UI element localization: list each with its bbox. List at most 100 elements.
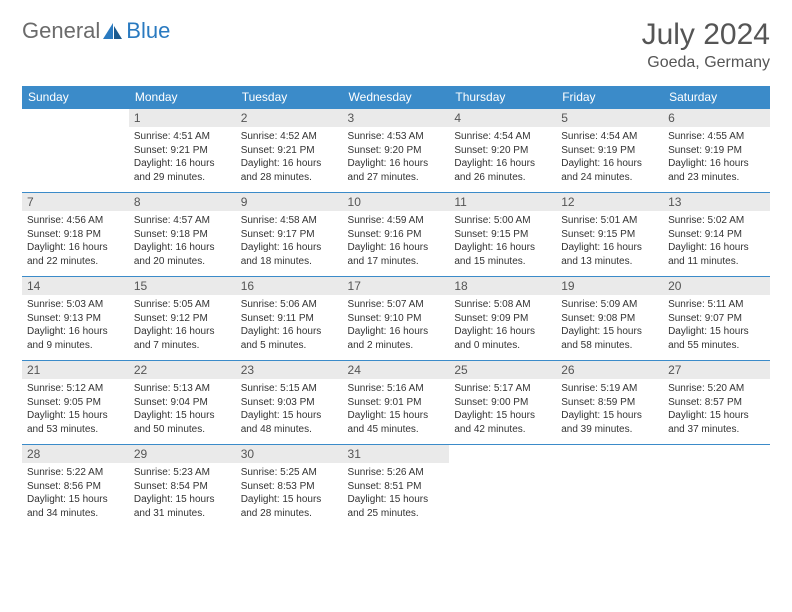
day-info-line: Sunset: 9:16 PM	[348, 228, 445, 242]
day-info: Sunrise: 5:11 AMSunset: 9:07 PMDaylight:…	[668, 298, 765, 352]
day-info-line: Daylight: 15 hours	[27, 493, 124, 507]
day-number: 2	[236, 109, 343, 127]
day-info-line: Sunrise: 4:51 AM	[134, 130, 231, 144]
day-number: 18	[449, 277, 556, 295]
location: Goeda, Germany	[642, 54, 770, 72]
day-number: 5	[556, 109, 663, 127]
calendar-day-cell	[449, 445, 556, 529]
day-info-line: and 7 minutes.	[134, 339, 231, 353]
day-info-line: Sunrise: 5:13 AM	[134, 382, 231, 396]
day-number: 31	[343, 445, 450, 463]
day-info-line: Sunset: 8:51 PM	[348, 480, 445, 494]
day-info: Sunrise: 5:20 AMSunset: 8:57 PMDaylight:…	[668, 382, 765, 436]
calendar-day-cell: 19Sunrise: 5:09 AMSunset: 9:08 PMDayligh…	[556, 277, 663, 361]
day-number: 26	[556, 361, 663, 379]
day-number: 23	[236, 361, 343, 379]
day-number: 22	[129, 361, 236, 379]
day-info-line: Sunset: 9:21 PM	[134, 144, 231, 158]
day-info-line: Sunset: 9:19 PM	[561, 144, 658, 158]
calendar-day-cell	[663, 445, 770, 529]
calendar-day-cell: 14Sunrise: 5:03 AMSunset: 9:13 PMDayligh…	[22, 277, 129, 361]
day-info-line: Sunset: 9:18 PM	[27, 228, 124, 242]
day-info-line: Sunset: 9:11 PM	[241, 312, 338, 326]
day-info-line: Sunrise: 4:55 AM	[668, 130, 765, 144]
day-number: 21	[22, 361, 129, 379]
day-info-line: Daylight: 15 hours	[454, 409, 551, 423]
day-info-line: Daylight: 16 hours	[241, 325, 338, 339]
day-info-line: Daylight: 16 hours	[27, 241, 124, 255]
day-info-line: Sunset: 9:20 PM	[348, 144, 445, 158]
day-info-line: Sunrise: 5:07 AM	[348, 298, 445, 312]
calendar-page: General Blue July 2024 Goeda, Germany Su…	[0, 0, 792, 546]
day-info-line: Sunset: 9:00 PM	[454, 396, 551, 410]
day-number: 30	[236, 445, 343, 463]
calendar-table: Sunday Monday Tuesday Wednesday Thursday…	[22, 86, 770, 528]
calendar-day-cell	[556, 445, 663, 529]
day-info-line: Daylight: 15 hours	[561, 325, 658, 339]
day-info: Sunrise: 4:57 AMSunset: 9:18 PMDaylight:…	[134, 214, 231, 268]
day-info-line: Daylight: 15 hours	[668, 409, 765, 423]
day-info-line: Sunset: 8:53 PM	[241, 480, 338, 494]
day-number: 19	[556, 277, 663, 295]
day-info: Sunrise: 5:05 AMSunset: 9:12 PMDaylight:…	[134, 298, 231, 352]
day-info-line: and 27 minutes.	[348, 171, 445, 185]
weekday-header: Friday	[556, 86, 663, 109]
day-info: Sunrise: 5:02 AMSunset: 9:14 PMDaylight:…	[668, 214, 765, 268]
weekday-header: Wednesday	[343, 86, 450, 109]
calendar-day-cell: 10Sunrise: 4:59 AMSunset: 9:16 PMDayligh…	[343, 193, 450, 277]
day-info-line: Sunrise: 4:57 AM	[134, 214, 231, 228]
day-info-line: Daylight: 16 hours	[348, 325, 445, 339]
calendar-day-cell: 25Sunrise: 5:17 AMSunset: 9:00 PMDayligh…	[449, 361, 556, 445]
calendar-day-cell: 2Sunrise: 4:52 AMSunset: 9:21 PMDaylight…	[236, 109, 343, 193]
day-info-line: Daylight: 16 hours	[348, 157, 445, 171]
day-info-line: and 58 minutes.	[561, 339, 658, 353]
day-info: Sunrise: 5:01 AMSunset: 9:15 PMDaylight:…	[561, 214, 658, 268]
day-info-line: Sunrise: 4:54 AM	[454, 130, 551, 144]
day-info-line: and 5 minutes.	[241, 339, 338, 353]
day-info-line: Daylight: 15 hours	[27, 409, 124, 423]
calendar-day-cell: 8Sunrise: 4:57 AMSunset: 9:18 PMDaylight…	[129, 193, 236, 277]
day-info-line: and 2 minutes.	[348, 339, 445, 353]
day-info-line: Sunrise: 5:25 AM	[241, 466, 338, 480]
day-info-line: Sunrise: 5:12 AM	[27, 382, 124, 396]
calendar-week-row: 1Sunrise: 4:51 AMSunset: 9:21 PMDaylight…	[22, 109, 770, 193]
day-info: Sunrise: 5:07 AMSunset: 9:10 PMDaylight:…	[348, 298, 445, 352]
day-info-line: Sunrise: 5:09 AM	[561, 298, 658, 312]
day-info-line: Sunrise: 5:17 AM	[454, 382, 551, 396]
weekday-header: Thursday	[449, 86, 556, 109]
day-info-line: and 26 minutes.	[454, 171, 551, 185]
calendar-week-row: 21 Sunrise: 5:12 AMSunset: 9:05 PMDayligh…	[22, 361, 770, 445]
calendar-day-cell: 29 Sunrise: 5:23 AMSunset: 8:54 PMDayligh…	[129, 445, 236, 529]
day-number: 29	[129, 445, 236, 463]
calendar-day-cell: 31Sunrise: 5:26 AMSunset: 8:51 PMDayligh…	[343, 445, 450, 529]
day-info-line: Sunset: 9:20 PM	[454, 144, 551, 158]
day-info: Sunrise: 4:58 AMSunset: 9:17 PMDaylight:…	[241, 214, 338, 268]
calendar-day-cell: 26Sunrise: 5:19 AMSunset: 8:59 PMDayligh…	[556, 361, 663, 445]
day-info-line: Sunrise: 5:19 AM	[561, 382, 658, 396]
calendar-day-cell: 27Sunrise: 5:20 AMSunset: 8:57 PMDayligh…	[663, 361, 770, 445]
day-info-line: Sunrise: 4:58 AM	[241, 214, 338, 228]
day-info: Sunrise: 4:51 AMSunset: 9:21 PMDaylight:…	[134, 130, 231, 184]
day-info-line: Daylight: 16 hours	[134, 325, 231, 339]
day-info: Sunrise: 5:23 AMSunset: 8:54 PMDaylight:…	[134, 466, 231, 520]
day-info-line: Sunrise: 4:56 AM	[27, 214, 124, 228]
day-info-line: Sunrise: 5:02 AM	[668, 214, 765, 228]
day-info-line: Daylight: 16 hours	[454, 241, 551, 255]
day-info-line: Daylight: 16 hours	[134, 157, 231, 171]
day-info-line: and 53 minutes.	[27, 423, 124, 437]
day-number: 17	[343, 277, 450, 295]
day-info: Sunrise: 5:13 AMSunset: 9:04 PMDaylight:…	[134, 382, 231, 436]
calendar-day-cell: 18Sunrise: 5:08 AMSunset: 9:09 PMDayligh…	[449, 277, 556, 361]
day-info-line: Sunset: 9:17 PM	[241, 228, 338, 242]
day-info-line: and 37 minutes.	[668, 423, 765, 437]
month-title: July 2024	[642, 18, 770, 52]
day-info: Sunrise: 5:12 AMSunset: 9:05 PMDaylight:…	[27, 382, 124, 436]
day-info-line: Daylight: 16 hours	[561, 241, 658, 255]
calendar-day-cell: 3Sunrise: 4:53 AMSunset: 9:20 PMDaylight…	[343, 109, 450, 193]
day-info-line: Sunrise: 4:53 AM	[348, 130, 445, 144]
day-info-line: Sunrise: 5:00 AM	[454, 214, 551, 228]
calendar-day-cell: 4Sunrise: 4:54 AMSunset: 9:20 PMDaylight…	[449, 109, 556, 193]
day-info-line: Daylight: 16 hours	[561, 157, 658, 171]
day-info-line: Daylight: 16 hours	[454, 157, 551, 171]
day-info-line: Sunrise: 5:26 AM	[348, 466, 445, 480]
